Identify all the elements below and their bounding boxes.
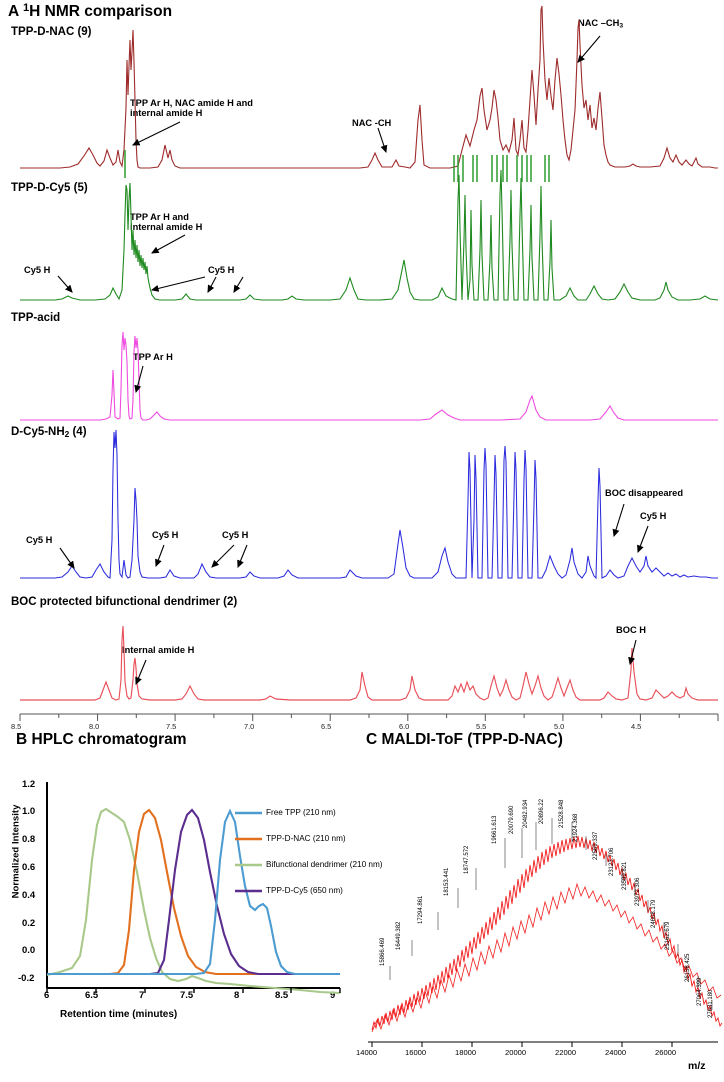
nmr-trace-d-cy5-nh2 — [20, 429, 718, 580]
maldi-xtick-20000: 20000 — [505, 1048, 527, 1057]
nmr-xtick-6-0: 6.0 — [399, 722, 410, 731]
annotation-nac-ch: NAC -CH — [352, 118, 392, 128]
maldi-peak-label-19: 27064.399 — [697, 977, 703, 1006]
hplc-curve-free-tpp — [47, 808, 340, 976]
trace-label-d-cy5-nh2: D-Cy5-NH2 (4) — [11, 426, 87, 439]
hplc-curve-tpp-d-cy5 — [47, 808, 340, 976]
annotation-cy5-h-blue-1: Cy5 H — [26, 535, 53, 545]
nmr-trace-tpp-acid — [20, 331, 718, 421]
hplc-xtick-7-5: 7.5 — [180, 990, 194, 1001]
hplc-legend — [235, 811, 262, 893]
maldi-peak-label-18: 26158.425 — [685, 953, 691, 982]
maldi-peak-label-4: 18153.441 — [444, 867, 450, 896]
hplc-xtick-7: 7 — [139, 990, 145, 1001]
hplc-x-axis-label: Retention time (minutes) — [60, 1009, 178, 1020]
hplc-xtick-8-5: 8.5 — [275, 990, 289, 1001]
hplc-ytick-0-8: 0.8 — [22, 834, 36, 845]
panel-c-title: C MALDI-ToF (TPP-D-NAC) — [366, 731, 563, 748]
maldi-peak-label-17: 25162.679 — [665, 921, 671, 950]
maldi-peak-label-2: 16449.382 — [396, 921, 402, 950]
hplc-xtick-9: 9 — [330, 990, 336, 1001]
nmr-trace-tpp-d-nac — [20, 5, 718, 182]
annotation-boc-h: BOC H — [616, 625, 646, 635]
nmr-xtick-7-5: 7.5 — [166, 722, 177, 731]
hplc-ytick-0-4: 0.4 — [22, 890, 36, 901]
hplc-ytick-0-0: 0.0 — [22, 945, 36, 956]
hplc-legend-label-tpp-d-nac: TPP-D-NAC (210 nm) — [266, 834, 346, 843]
annotation-nac-ch3: NAC –CH3 — [578, 18, 624, 30]
maldi-spectrum-plot — [368, 818, 723, 1047]
maldi-xtick-22000: 22000 — [555, 1048, 577, 1057]
annotation-cy5-h-green-1: Cy5 H — [24, 265, 51, 275]
hplc-ytick-0-2: 0.2 — [22, 918, 36, 929]
hplc-ytick-1-2: 1.2 — [22, 779, 36, 790]
trace-label-tpp-d-cy5: TPP-D-Cy5 (5) — [11, 182, 88, 194]
annotation-cy5-h-blue-2: Cy5 H — [152, 530, 179, 540]
annotation-cy5-h-blue-4: Cy5 H — [640, 511, 667, 521]
nmr-xtick-5-0: 5.0 — [554, 722, 565, 731]
nmr-xtick-6-5: 6.5 — [321, 722, 332, 731]
panel-a-title: A 1H NMR comparison — [8, 2, 173, 21]
trace-label-tpp-d-nac: TPP-D-NAC (9) — [11, 26, 92, 38]
annotation-cy5-h-green-2: Cy5 H — [208, 265, 235, 275]
nmr-trace-tpp-d-cy5 — [20, 169, 719, 301]
trace-label-boc-dendrimer: BOC protected bifunctional dendrimer (2) — [11, 596, 238, 608]
maldi-peak-label-6: 19661.613 — [492, 815, 498, 844]
annotation-cy5-h-blue-3: Cy5 H — [222, 530, 249, 540]
nmr-xtick-8-0: 8.0 — [89, 722, 100, 731]
maldi-peak-label-11: 21924.368 — [573, 813, 579, 842]
trace-label-tpp-acid: TPP-acid — [11, 312, 61, 324]
maldi-peak-label-1: 15866.469 — [380, 937, 386, 966]
hplc-ytick-1-0: 1.0 — [22, 806, 36, 817]
maldi-peak-label-15: 23972.306 — [635, 877, 641, 906]
maldi-peak-label-10: 21528.848 — [559, 799, 565, 828]
maldi-xtick-26000: 26000 — [655, 1048, 677, 1057]
maldi-xtick-14000: 14000 — [356, 1048, 378, 1057]
hplc-ytick-neg-0-2: -0.2 — [18, 973, 35, 984]
hplc-legend-label-tpp-d-cy5: TPP-D-Cy5 (650 nm) — [266, 886, 343, 895]
maldi-peak-label-5: 18747.572 — [464, 845, 470, 874]
hplc-curve-tpp-d-nac — [47, 808, 340, 976]
maldi-xtick-16000: 16000 — [405, 1048, 427, 1057]
annotation-tpp-ar-h-nac-amide: TPP Ar H, NAC amide H and internal amide … — [130, 98, 253, 119]
annotation-boc-disappeared: BOC disappeared — [605, 488, 684, 498]
maldi-peak-label-3: 17294.861 — [418, 895, 424, 924]
maldi-peak-label-20: 27631.180 — [708, 989, 714, 1018]
maldi-trace — [371, 835, 723, 1031]
nmr-xtick-8-5: 8.5 — [11, 722, 22, 731]
nmr-x-axis — [19, 713, 719, 721]
hplc-xtick-6-5: 6.5 — [85, 990, 99, 1001]
hplc-legend-label-bifunctional-dendrimer: Bifunctional dendrimer (210 nm) — [266, 860, 383, 869]
maldi-x-axis-label: m/z — [688, 1060, 706, 1072]
maldi-xtick-24000: 24000 — [605, 1048, 627, 1057]
annotation-tpp-ar-h-internal-amide: TPP Ar H and internal amide H — [130, 212, 203, 233]
hplc-xtick-8: 8 — [234, 990, 240, 1001]
nmr-trace-boc-dendrimer — [20, 625, 718, 701]
maldi-x-axis — [368, 1041, 718, 1047]
annotation-internal-amide-h: Internal amide H — [122, 645, 195, 655]
maldi-xtick-18000: 18000 — [455, 1048, 477, 1057]
maldi-peak-label-14: 23589.821 — [622, 861, 628, 890]
panel-b-title: B HPLC chromatogram — [16, 731, 187, 748]
maldi-peak-label-13: 23123.706 — [609, 847, 615, 876]
maldi-peak-label-9: 20896.22 — [539, 798, 545, 824]
maldi-peak-label-16: 24608.179 — [651, 899, 657, 928]
hplc-chromatogram-plot — [46, 782, 341, 995]
nmr-spectra-plot — [19, 5, 719, 721]
hplc-legend-label-free-tpp: Free TPP (210 nm) — [266, 808, 336, 817]
annotation-tpp-ar-h: TPP Ar H — [133, 352, 173, 362]
maldi-peak-label-12: 22569.337 — [593, 831, 599, 860]
nmr-xtick-4-5: 4.5 — [631, 722, 642, 731]
hplc-curve-bifunctional-dendrimer — [46, 807, 341, 995]
nmr-xtick-5-5: 5.5 — [476, 722, 487, 731]
maldi-peak-label-8: 20482.934 — [523, 799, 529, 828]
maldi-peak-label-7: 20079.690 — [509, 805, 515, 834]
hplc-xtick-6: 6 — [44, 990, 50, 1001]
hplc-ytick-0-6: 0.6 — [22, 862, 36, 873]
nmr-xtick-7-0: 7.0 — [244, 722, 255, 731]
